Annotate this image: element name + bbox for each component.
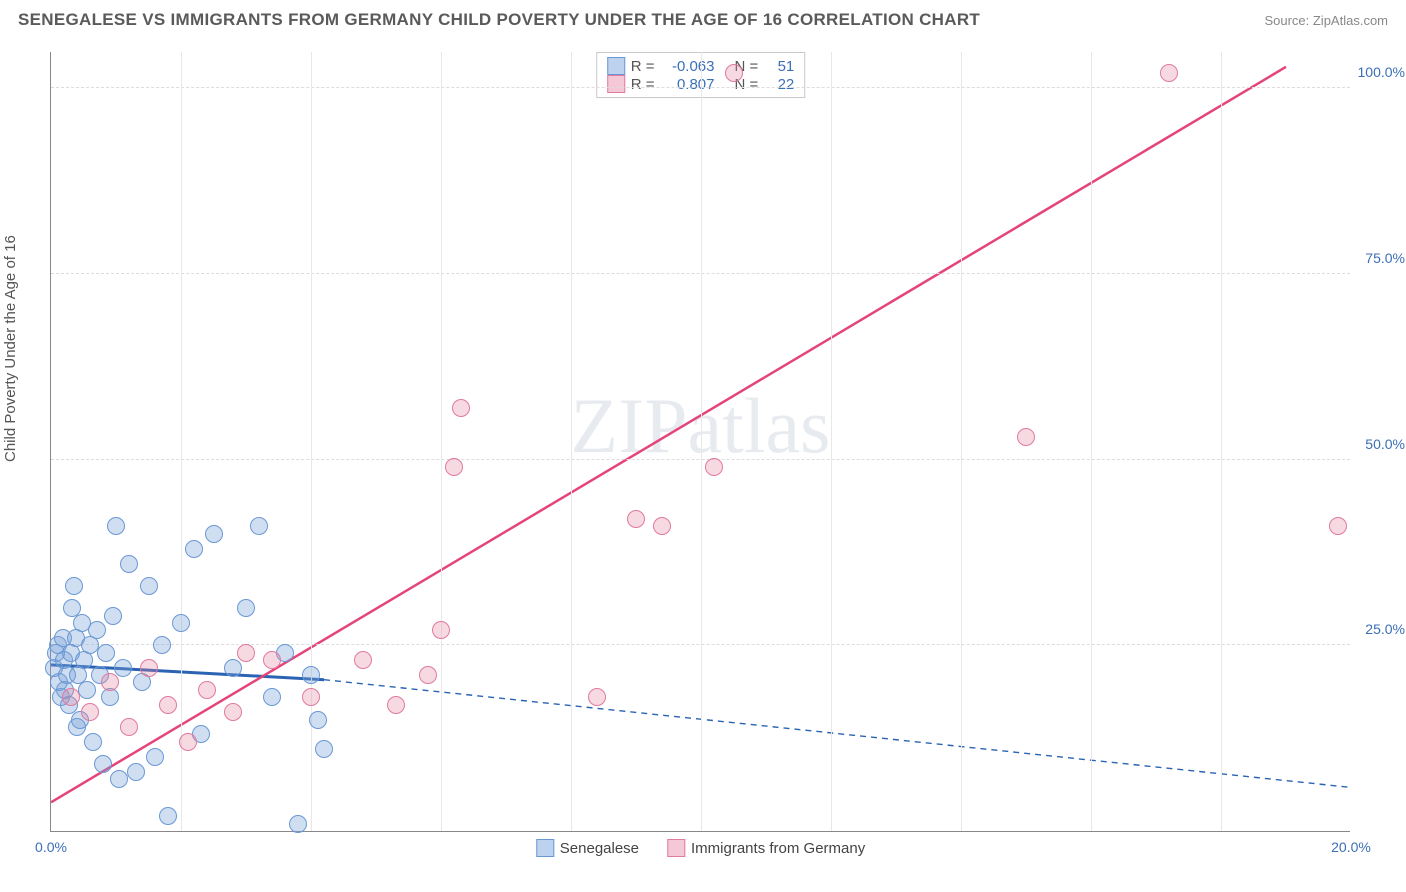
scatter-point: [237, 644, 255, 662]
scatter-point: [120, 718, 138, 736]
y-tick-label: 50.0%: [1365, 436, 1405, 452]
scatter-point: [705, 458, 723, 476]
scatter-point: [1329, 517, 1347, 535]
scatter-point: [120, 555, 138, 573]
scatter-point: [1160, 64, 1178, 82]
scatter-point: [432, 621, 450, 639]
scatter-point: [250, 517, 268, 535]
chart-container: Child Poverty Under the Age of 16 ZIPatl…: [0, 42, 1406, 892]
y-tick-label: 25.0%: [1365, 621, 1405, 637]
chart-title: SENEGALESE VS IMMIGRANTS FROM GERMANY CH…: [18, 10, 980, 30]
scatter-point: [237, 599, 255, 617]
scatter-point: [725, 64, 743, 82]
scatter-point: [159, 696, 177, 714]
scatter-point: [94, 755, 112, 773]
stat-n-value: 22: [764, 76, 794, 93]
stat-n-value: 51: [764, 58, 794, 75]
scatter-point: [97, 644, 115, 662]
x-tick-label: 20.0%: [1331, 839, 1371, 855]
legend-label: Immigrants from Germany: [691, 840, 865, 857]
gridline-v: [701, 52, 702, 831]
scatter-point: [419, 666, 437, 684]
scatter-point: [179, 733, 197, 751]
source-label: Source: ZipAtlas.com: [1264, 13, 1388, 28]
scatter-point: [205, 525, 223, 543]
scatter-point: [588, 688, 606, 706]
legend-item: Immigrants from Germany: [667, 839, 865, 857]
gridline-v: [1091, 52, 1092, 831]
scatter-point: [78, 681, 96, 699]
scatter-point: [88, 621, 106, 639]
scatter-point: [185, 540, 203, 558]
gridline-v: [961, 52, 962, 831]
scatter-point: [302, 688, 320, 706]
scatter-point: [653, 517, 671, 535]
scatter-point: [159, 807, 177, 825]
scatter-point: [110, 770, 128, 788]
legend-swatch: [667, 839, 685, 857]
scatter-point: [172, 614, 190, 632]
scatter-point: [81, 703, 99, 721]
scatter-point: [315, 740, 333, 758]
scatter-point: [62, 688, 80, 706]
stat-r-value: -0.063: [661, 58, 715, 75]
legend-item: Senegalese: [536, 839, 639, 857]
scatter-point: [146, 748, 164, 766]
scatter-point: [354, 651, 372, 669]
scatter-point: [101, 673, 119, 691]
scatter-point: [65, 577, 83, 595]
scatter-point: [309, 711, 327, 729]
y-axis-label: Child Poverty Under the Age of 16: [2, 235, 19, 462]
scatter-point: [263, 688, 281, 706]
y-tick-label: 100.0%: [1358, 64, 1405, 80]
scatter-point: [153, 636, 171, 654]
legend-label: Senegalese: [560, 840, 639, 857]
gridline-v: [831, 52, 832, 831]
scatter-point: [127, 763, 145, 781]
scatter-point: [1017, 428, 1035, 446]
scatter-point: [114, 659, 132, 677]
x-tick-label: 0.0%: [35, 839, 67, 855]
y-tick-label: 75.0%: [1365, 250, 1405, 266]
legend-swatch: [536, 839, 554, 857]
scatter-point: [445, 458, 463, 476]
stat-r-value: 0.807: [661, 76, 715, 93]
scatter-point: [140, 577, 158, 595]
scatter-point: [302, 666, 320, 684]
gridline-v: [571, 52, 572, 831]
scatter-point: [224, 659, 242, 677]
scatter-point: [84, 733, 102, 751]
stat-r-label: R =: [631, 58, 655, 75]
legend: Senegalese Immigrants from Germany: [536, 839, 865, 857]
scatter-point: [107, 517, 125, 535]
series-swatch: [607, 75, 625, 93]
scatter-point: [140, 659, 158, 677]
scatter-point: [627, 510, 645, 528]
scatter-point: [387, 696, 405, 714]
scatter-point: [452, 399, 470, 417]
gridline-v: [1221, 52, 1222, 831]
plot-area: ZIPatlas R =-0.063N =51R =0.807N =22 Sen…: [50, 52, 1350, 832]
series-swatch: [607, 57, 625, 75]
scatter-point: [289, 815, 307, 833]
scatter-point: [104, 607, 122, 625]
gridline-v: [181, 52, 182, 831]
scatter-point: [224, 703, 242, 721]
stat-r-label: R =: [631, 76, 655, 93]
header-bar: SENEGALESE VS IMMIGRANTS FROM GERMANY CH…: [0, 0, 1406, 34]
gridline-v: [441, 52, 442, 831]
scatter-point: [263, 651, 281, 669]
scatter-point: [198, 681, 216, 699]
